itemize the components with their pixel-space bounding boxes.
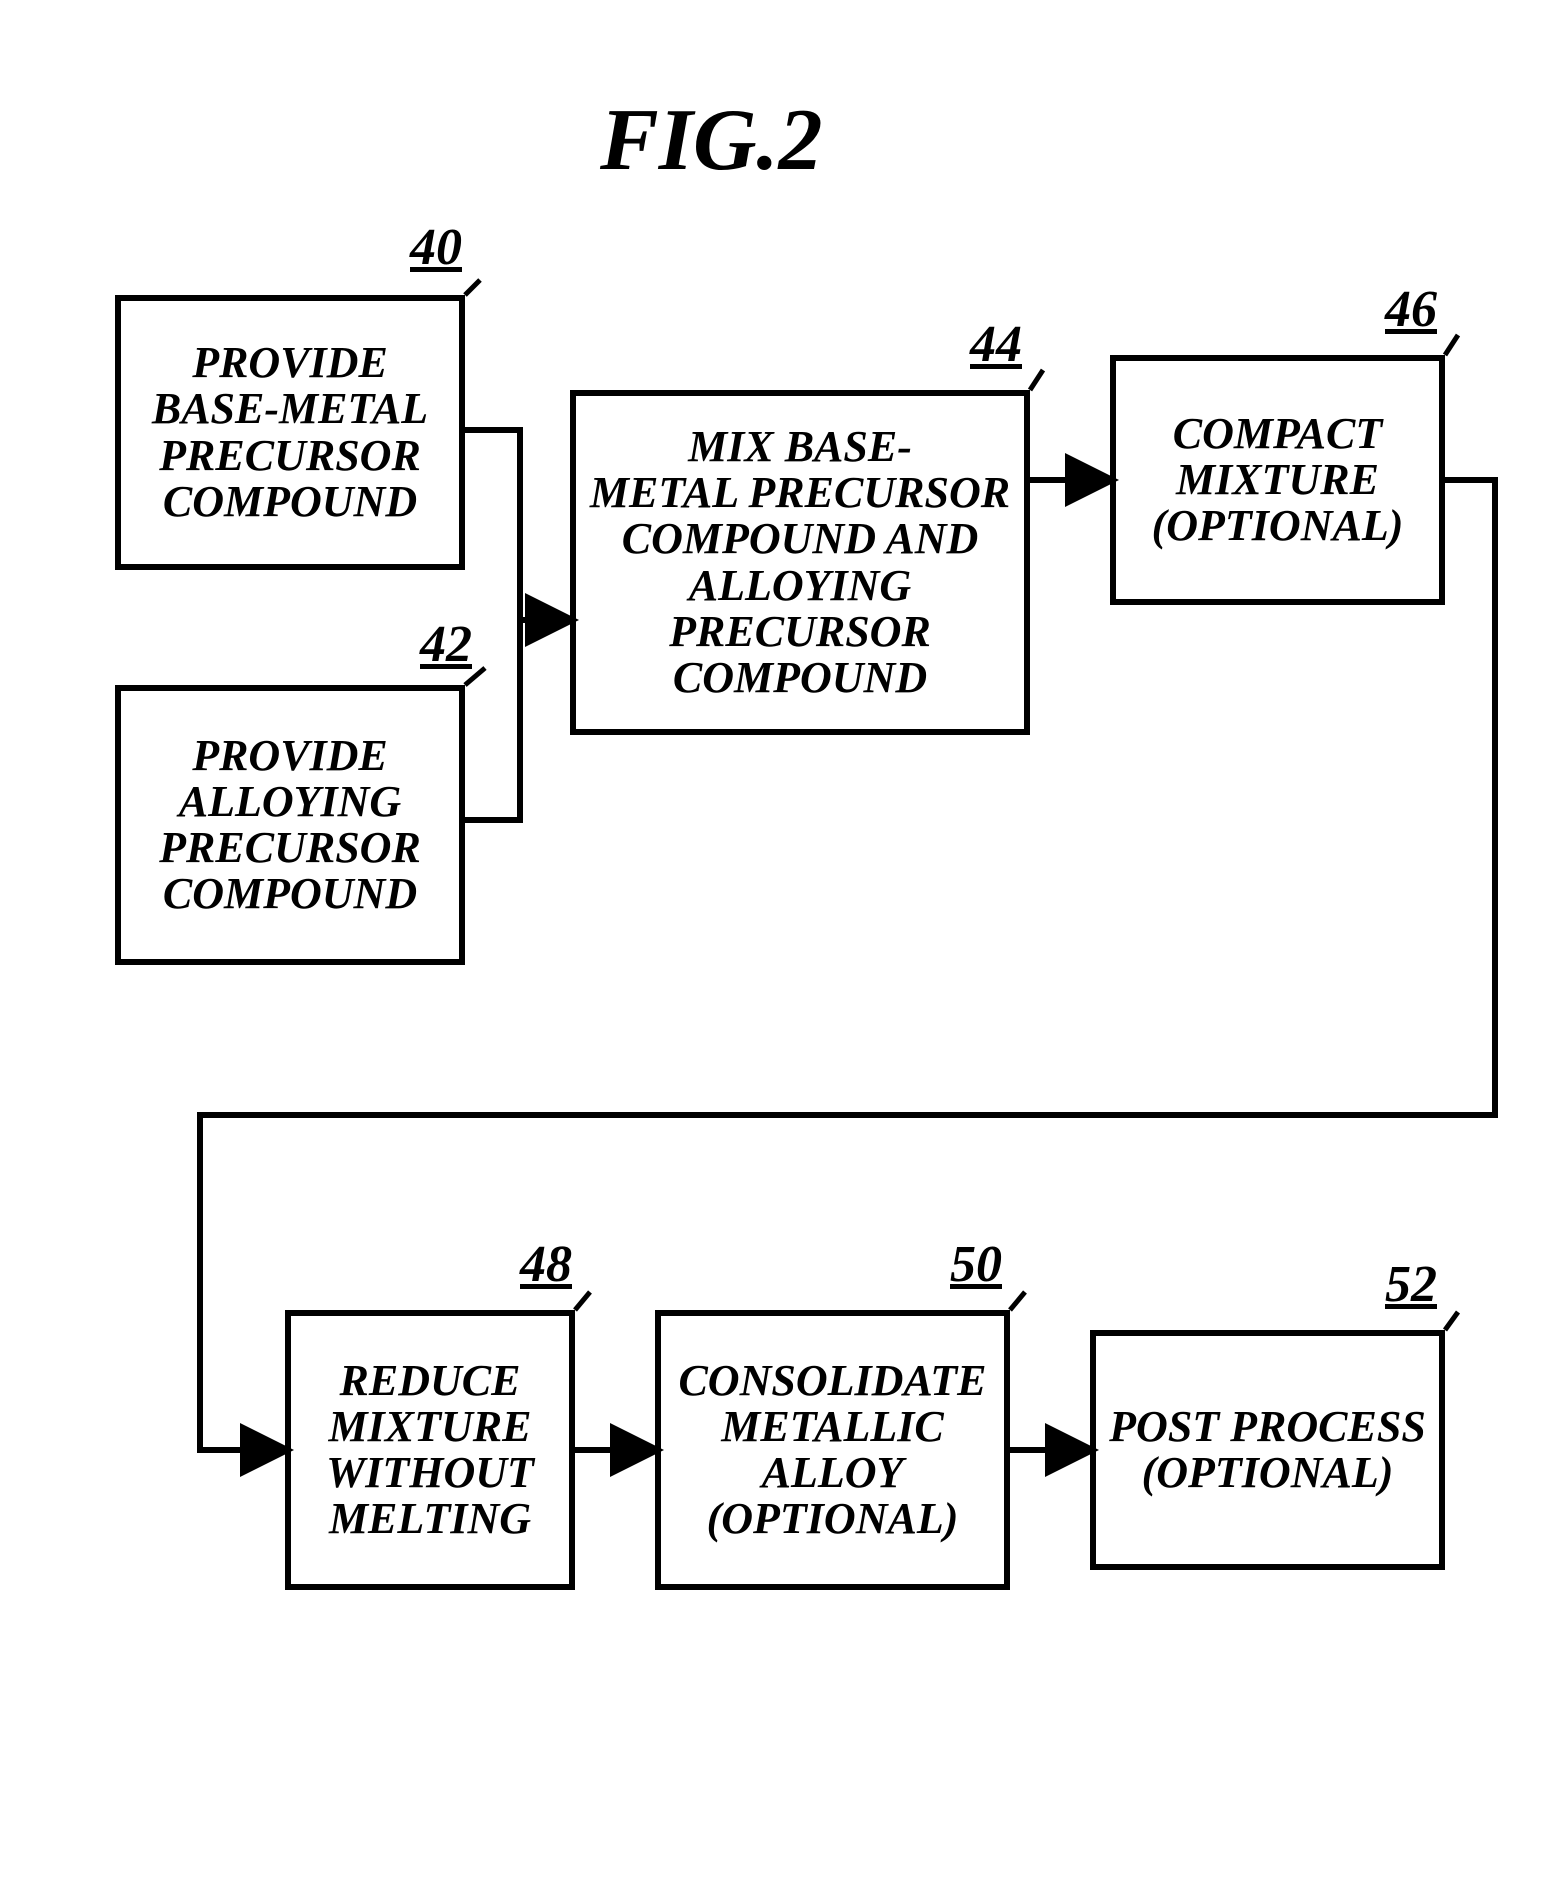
node-52-ref: 52 — [1385, 1255, 1437, 1314]
node-40-ref: 40 — [410, 218, 462, 277]
figure-title: FIG.2 — [600, 90, 823, 191]
node-46: COMPACT MIXTURE (OPTIONAL) — [1110, 355, 1445, 605]
node-50: CONSOLIDATE METALLIC ALLOY (OPTIONAL) — [655, 1310, 1010, 1590]
node-42-ref: 42 — [420, 615, 472, 674]
node-46-ref: 46 — [1385, 280, 1437, 339]
node-40: PROVIDE BASE-METAL PRECURSOR COMPOUND — [115, 295, 465, 570]
node-52: POST PROCESS (OPTIONAL) — [1090, 1330, 1445, 1570]
node-48: REDUCE MIXTURE WITHOUT MELTING — [285, 1310, 575, 1590]
node-48-label: REDUCE MIXTURE WITHOUT MELTING — [326, 1358, 534, 1543]
node-48-ref: 48 — [520, 1235, 572, 1294]
node-42: PROVIDE ALLOYING PRECURSOR COMPOUND — [115, 685, 465, 965]
node-52-label: POST PROCESS (OPTIONAL) — [1109, 1404, 1426, 1496]
node-44-label: MIX BASE- METAL PRECURSOR COMPOUND AND A… — [584, 424, 1016, 701]
node-50-ref: 50 — [950, 1235, 1002, 1294]
node-44: MIX BASE- METAL PRECURSOR COMPOUND AND A… — [570, 390, 1030, 735]
node-42-label: PROVIDE ALLOYING PRECURSOR COMPOUND — [159, 733, 421, 918]
node-46-label: COMPACT MIXTURE (OPTIONAL) — [1152, 411, 1404, 550]
node-44-ref: 44 — [970, 315, 1022, 374]
node-50-label: CONSOLIDATE METALLIC ALLOY (OPTIONAL) — [678, 1358, 986, 1543]
node-40-label: PROVIDE BASE-METAL PRECURSOR COMPOUND — [152, 340, 428, 525]
